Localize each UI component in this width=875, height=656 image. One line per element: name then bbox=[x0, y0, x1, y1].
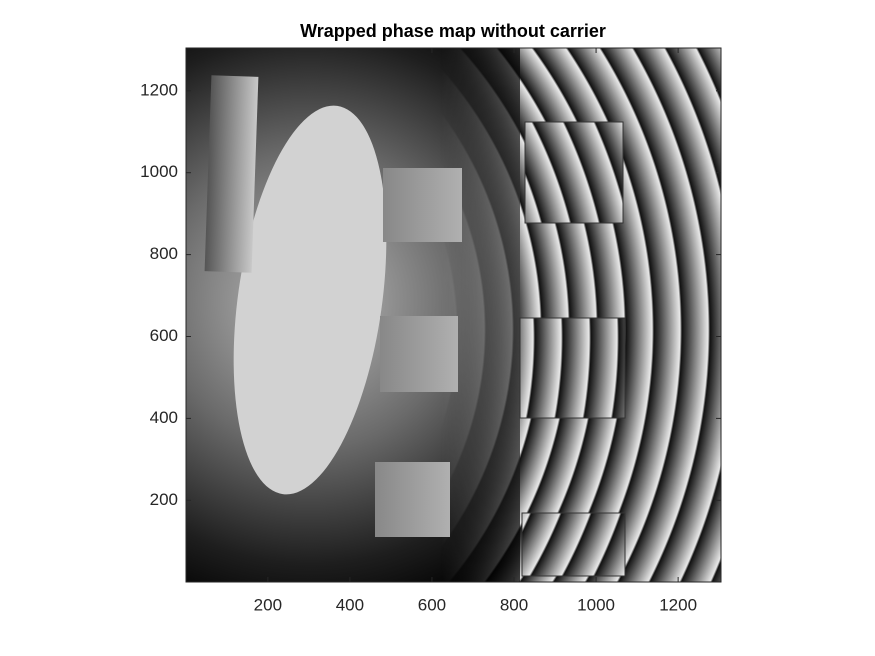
axes-box bbox=[185, 47, 722, 583]
y-tick-label: 600 bbox=[150, 326, 178, 345]
y-tick-label: 800 bbox=[150, 244, 178, 263]
chart-title: Wrapped phase map without carrier bbox=[300, 21, 606, 41]
x-tick-label: 400 bbox=[336, 595, 364, 614]
x-tick-label: 800 bbox=[500, 595, 528, 614]
phase-image bbox=[186, 48, 721, 582]
x-tick-label: 1000 bbox=[577, 595, 615, 614]
x-tick-label: 1200 bbox=[659, 595, 697, 614]
y-tick-label: 200 bbox=[150, 490, 178, 509]
x-tick-label: 200 bbox=[254, 595, 282, 614]
y-tick-label: 1000 bbox=[140, 162, 178, 181]
y-tick-label: 1200 bbox=[140, 80, 178, 99]
x-tick-label: 600 bbox=[418, 595, 446, 614]
y-tick-label: 400 bbox=[150, 408, 178, 427]
